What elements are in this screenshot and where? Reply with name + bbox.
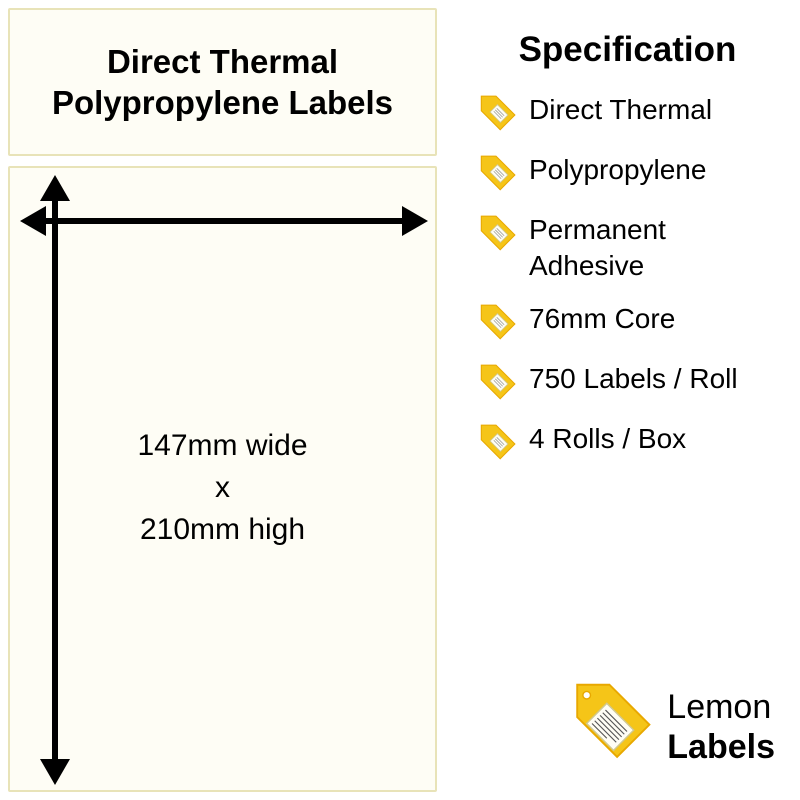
label-tag-icon [475,423,517,465]
horizontal-arrow-line [35,218,413,224]
product-title: Direct Thermal Polypropylene Labels [20,41,425,124]
logo-line1: Lemon [667,688,775,727]
label-tag-icon [475,214,517,256]
spec-item-text: Permanent Adhesive [529,212,780,285]
label-tag-icon [475,303,517,345]
width-arrow [20,206,428,236]
title-box: Direct Thermal Polypropylene Labels [8,8,437,156]
spec-item: 750 Labels / Roll [475,361,780,405]
label-tag-icon [475,363,517,405]
arrowhead-right-icon [402,206,428,236]
label-tag-icon [475,154,517,196]
spec-item-text: Polypropylene [529,152,780,188]
product-infographic: Direct Thermal Polypropylene Labels 147m… [0,0,800,800]
spec-item: 76mm Core [475,301,780,345]
arrowhead-down-icon [40,759,70,785]
specification-panel: Specification Direct Thermal Polypropyle… [445,0,800,800]
height-value: 210mm high [0,509,445,551]
dimensions-text: 147mm wide x 210mm high [0,425,445,551]
spec-item: Polypropylene [475,152,780,196]
spec-item: Permanent Adhesive [475,212,780,285]
logo-line2: Labels [667,728,775,767]
spec-item-text: 750 Labels / Roll [529,361,780,397]
lemon-labels-logo-icon [562,680,657,775]
label-diagram-panel: Direct Thermal Polypropylene Labels 147m… [0,0,445,800]
spec-list: Direct Thermal Polypropylene Permanent A… [475,92,780,465]
spec-item-text: 4 Rolls / Box [529,421,780,457]
brand-logo: Lemon Labels [562,680,775,775]
dimensions-separator: x [0,467,445,509]
label-tag-icon [475,94,517,136]
width-value: 147mm wide [0,425,445,467]
spec-item: Direct Thermal [475,92,780,136]
spec-heading: Specification [475,30,780,70]
spec-item-text: 76mm Core [529,301,780,337]
spec-item-text: Direct Thermal [529,92,780,128]
logo-text: Lemon Labels [667,688,775,766]
spec-item: 4 Rolls / Box [475,421,780,465]
